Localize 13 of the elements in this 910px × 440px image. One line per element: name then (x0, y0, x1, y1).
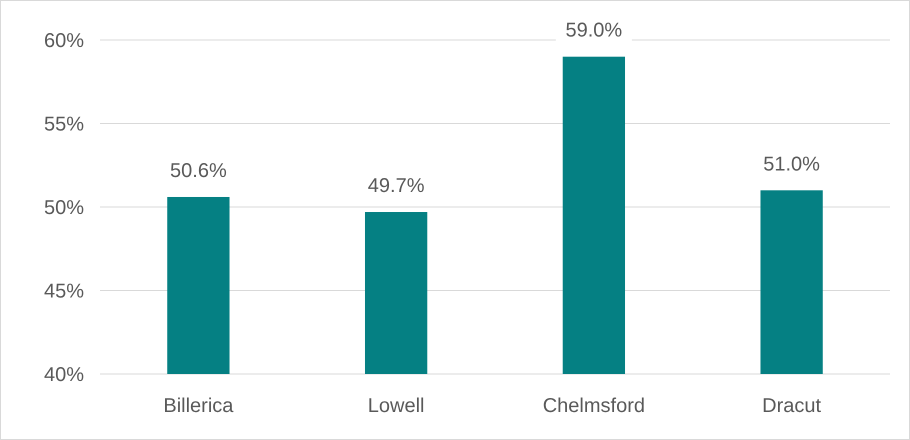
data-label: 59.0% (566, 20, 622, 42)
data-label: 50.6% (170, 160, 227, 182)
y-tick-label: 45% (44, 280, 84, 302)
y-tick-label: 40% (44, 364, 84, 386)
y-tick-label: 50% (44, 197, 84, 219)
y-tick-label: 55% (44, 114, 84, 136)
data-label: 49.7% (368, 175, 425, 198)
x-tick-label: Lowell (368, 395, 424, 417)
x-tick-label: Billerica (163, 395, 234, 417)
data-label: 51.0% (763, 153, 820, 176)
y-tick-label: 60% (44, 30, 84, 52)
x-tick-label: Dracut (762, 395, 822, 417)
x-tick-label: Chelmsford (542, 395, 646, 417)
